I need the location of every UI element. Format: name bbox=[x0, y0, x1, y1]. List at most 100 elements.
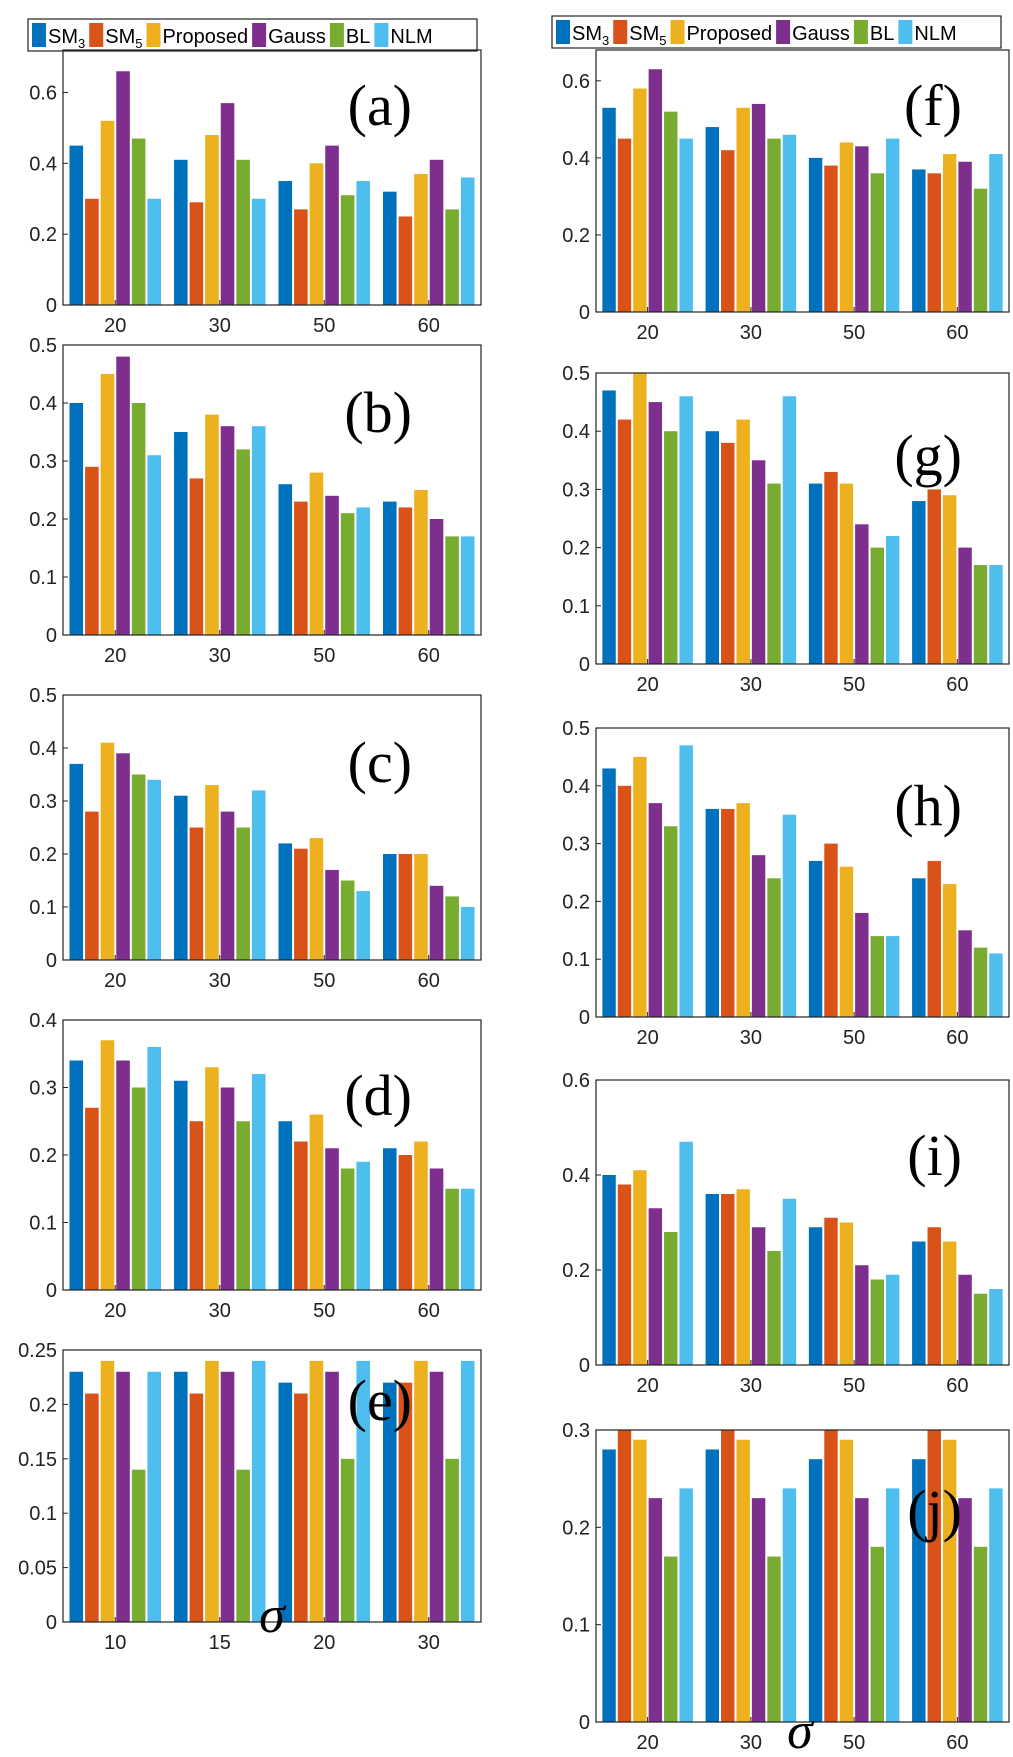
bar bbox=[633, 373, 647, 664]
x-tick-label: 20 bbox=[104, 970, 126, 992]
bar bbox=[356, 507, 371, 635]
bar bbox=[679, 1141, 693, 1365]
bar bbox=[131, 138, 146, 305]
bar bbox=[679, 1488, 693, 1722]
legend-swatch bbox=[853, 20, 868, 44]
x-tick-label: 30 bbox=[209, 970, 231, 992]
bar bbox=[251, 1360, 266, 1622]
bar bbox=[398, 507, 413, 635]
bar bbox=[942, 884, 957, 1017]
bar bbox=[205, 1067, 219, 1290]
bar bbox=[429, 885, 444, 960]
bar bbox=[602, 1175, 616, 1365]
legend-swatch bbox=[252, 23, 267, 47]
chart-panel-a: 20 30 50 60 0 0.2 0.4 0.6 (a) bbox=[29, 49, 482, 337]
bar bbox=[973, 565, 988, 664]
x-tick-label: 30 bbox=[740, 1375, 762, 1397]
x-tick-label: 30 bbox=[209, 1300, 231, 1322]
bar bbox=[736, 1189, 750, 1365]
bar bbox=[116, 1371, 130, 1622]
bar bbox=[679, 138, 693, 312]
x-tick-label: 50 bbox=[313, 1300, 335, 1322]
bar bbox=[736, 419, 750, 664]
bar bbox=[398, 854, 413, 960]
bar bbox=[414, 1360, 428, 1622]
y-tick-label: 0 bbox=[46, 950, 57, 972]
bar bbox=[751, 460, 766, 664]
bar bbox=[782, 396, 797, 664]
bar bbox=[664, 1232, 678, 1365]
axes-frame bbox=[595, 1429, 1010, 1723]
bar bbox=[648, 1498, 663, 1722]
bar bbox=[648, 1208, 663, 1365]
bar bbox=[382, 501, 397, 635]
bar bbox=[85, 811, 99, 960]
bar bbox=[460, 1360, 475, 1622]
bar bbox=[824, 1217, 838, 1365]
y-tick-label: 0.3 bbox=[29, 451, 57, 473]
x-tick-label: 60 bbox=[946, 1732, 968, 1754]
x-tick-label: 60 bbox=[418, 315, 440, 337]
x-tick-label: 20 bbox=[104, 645, 126, 667]
bar bbox=[767, 138, 781, 312]
bar bbox=[251, 198, 266, 305]
axes-frame bbox=[62, 344, 482, 636]
x-tick-label: 50 bbox=[843, 1732, 865, 1754]
y-tick-label: 0 bbox=[579, 654, 590, 676]
bar bbox=[927, 489, 941, 664]
bar bbox=[989, 154, 1003, 312]
bar bbox=[958, 1274, 972, 1365]
panel-label: (h) bbox=[894, 773, 962, 838]
x-tick-label: 15 bbox=[209, 1632, 231, 1654]
bar bbox=[942, 495, 957, 664]
y-tick-label: 0 bbox=[579, 1712, 590, 1734]
y-tick-label: 0.2 bbox=[29, 224, 57, 246]
chart-panel-i: 20 30 50 60 0 0.2 0.4 0.6 (i) bbox=[562, 1070, 1010, 1397]
bar bbox=[989, 1488, 1003, 1722]
y-tick-label: 0.4 bbox=[29, 738, 57, 760]
bar bbox=[429, 1168, 444, 1290]
bar bbox=[767, 483, 781, 664]
bar bbox=[309, 472, 324, 635]
bar bbox=[870, 1279, 884, 1365]
bar bbox=[309, 1114, 324, 1290]
panel-label: (f) bbox=[904, 73, 962, 138]
x-tick-label: 20 bbox=[637, 322, 659, 344]
bar bbox=[173, 1080, 188, 1290]
bar bbox=[100, 742, 115, 960]
y-tick-label: 0.4 bbox=[562, 1165, 590, 1187]
y-tick-label: 0.3 bbox=[29, 791, 57, 813]
bar bbox=[855, 146, 869, 312]
bar bbox=[131, 1469, 146, 1622]
x-tick-label: 20 bbox=[104, 315, 126, 337]
bar bbox=[414, 173, 428, 305]
y-tick-label: 0.2 bbox=[29, 509, 57, 531]
legend-swatch bbox=[670, 20, 685, 44]
axes-frame bbox=[595, 1079, 1010, 1366]
bar bbox=[751, 103, 766, 312]
bar bbox=[414, 490, 428, 635]
bar bbox=[205, 1360, 219, 1622]
chart-panel-d: 20 30 50 60 0 0.1 0.2 0.3 0.4 (d) bbox=[29, 1010, 482, 1322]
bar bbox=[602, 768, 616, 1017]
y-tick-label: 0.5 bbox=[562, 363, 590, 385]
bar bbox=[414, 1141, 428, 1290]
y-tick-label: 0.4 bbox=[29, 153, 57, 175]
bar bbox=[85, 466, 99, 635]
bar bbox=[356, 1360, 371, 1622]
bar bbox=[325, 145, 339, 305]
bar bbox=[356, 891, 371, 960]
bar bbox=[429, 1371, 444, 1622]
y-tick-label: 0.2 bbox=[29, 844, 57, 866]
x-axis-symbol-right: σ bbox=[787, 1703, 815, 1757]
panel-label: (i) bbox=[907, 1123, 962, 1188]
x-tick-label: 30 bbox=[740, 1732, 762, 1754]
chart-panel-j: 20 30 50 60 0 0.1 0.2 0.3 (j) bbox=[562, 1420, 1010, 1754]
bar bbox=[942, 1241, 957, 1365]
y-tick-label: 0 bbox=[46, 1280, 57, 1302]
x-tick-label: 30 bbox=[209, 315, 231, 337]
bar bbox=[617, 785, 632, 1017]
x-tick-label: 20 bbox=[637, 1375, 659, 1397]
x-tick-label: 30 bbox=[740, 1027, 762, 1049]
